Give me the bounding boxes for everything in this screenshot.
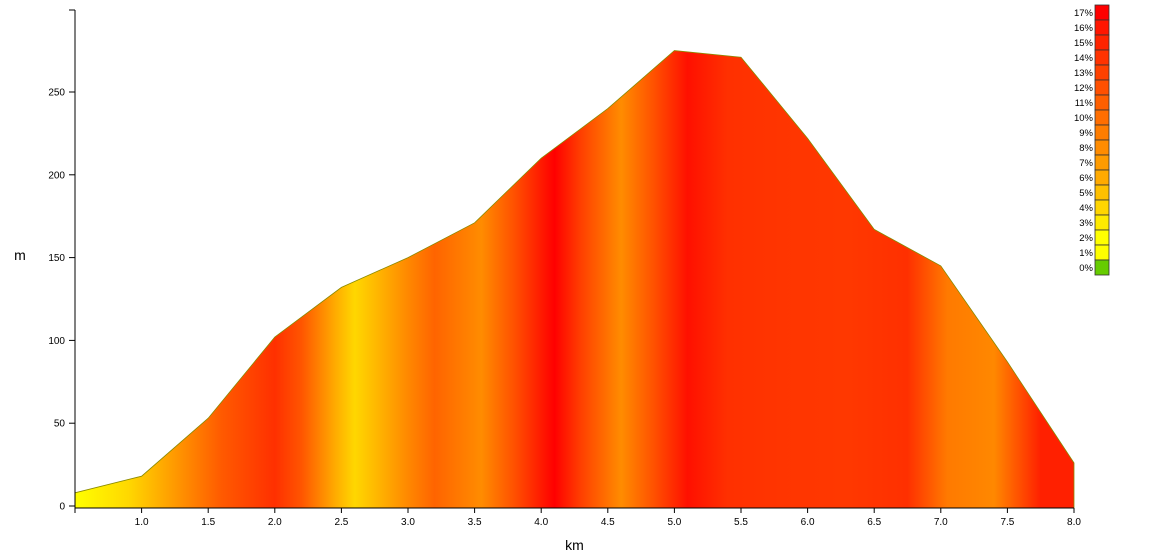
legend-label: 17% xyxy=(1074,8,1094,19)
x-tick-label: 2.5 xyxy=(334,517,348,528)
x-tick-label: 1.5 xyxy=(201,517,215,528)
area-layer xyxy=(74,50,1075,509)
x-tick-label: 2.0 xyxy=(268,517,282,528)
legend-label: 5% xyxy=(1079,188,1093,199)
x-tick-label: 4.0 xyxy=(534,517,548,528)
x-tick-label: 6.0 xyxy=(801,517,815,528)
legend-label: 0% xyxy=(1079,263,1093,274)
grade-legend: 17% 16% 15% 14% 13% 12% 11% 10% 9% 8% 7% 6% 5% 4% 3% 2%… xyxy=(1074,4,1110,276)
elevation-area xyxy=(74,50,1075,509)
legend-label: 10% xyxy=(1074,113,1094,124)
y-tick-label: 200 xyxy=(48,170,65,181)
legend-swatch xyxy=(1094,49,1110,66)
x-tick-label: 1.0 xyxy=(135,517,149,528)
x-tick-label: 3.5 xyxy=(468,517,482,528)
legend-label: 2% xyxy=(1079,233,1093,244)
y-tick-label: 250 xyxy=(48,88,65,99)
y-tick-label: 0 xyxy=(59,502,65,513)
legend-swatch xyxy=(1094,34,1110,51)
legend-label: 8% xyxy=(1079,143,1093,154)
x-axis-title: km xyxy=(565,537,584,553)
y-tick-label: 50 xyxy=(54,419,66,430)
legend-swatch xyxy=(1094,124,1110,141)
legend-label: 14% xyxy=(1074,53,1094,64)
x-tick-label: 7.0 xyxy=(934,517,948,528)
legend-label: 4% xyxy=(1079,203,1093,214)
legend-swatch xyxy=(1094,169,1110,186)
legend-label: 12% xyxy=(1074,83,1094,94)
legend-swatch xyxy=(1094,4,1110,21)
y-tick-label: 100 xyxy=(48,336,65,347)
legend-label: 16% xyxy=(1074,23,1094,34)
legend-label: 7% xyxy=(1079,158,1093,169)
x-tick-label: 5.0 xyxy=(667,517,681,528)
legend-swatch xyxy=(1094,139,1110,156)
legend-swatch xyxy=(1094,229,1110,246)
x-tick-label: 4.5 xyxy=(601,517,615,528)
x-tick-label: 3.0 xyxy=(401,517,415,528)
legend-label: 9% xyxy=(1079,128,1093,139)
legend-label: 1% xyxy=(1079,248,1093,259)
legend-swatch xyxy=(1094,94,1110,111)
legend-label: 11% xyxy=(1075,98,1094,109)
x-tick-label: 7.5 xyxy=(1000,517,1014,528)
axis-layer: 1.0 1.5 2.0 2.5 3.0 3.5 4.0 4.5 5.0 5.5 6.0 6.5 7.0 7… xyxy=(48,9,1081,528)
legend-swatch xyxy=(1094,244,1110,261)
legend-swatch xyxy=(1094,109,1110,126)
legend-label: 13% xyxy=(1074,68,1094,79)
legend-label: 6% xyxy=(1079,173,1093,184)
legend-label: 3% xyxy=(1079,218,1093,229)
legend-swatch xyxy=(1094,199,1110,216)
legend-swatch xyxy=(1094,64,1110,81)
legend-label: 15% xyxy=(1074,38,1094,49)
legend-swatch xyxy=(1094,184,1110,201)
legend-swatch xyxy=(1094,154,1110,171)
y-tick-label: 150 xyxy=(48,253,65,264)
legend-swatch xyxy=(1094,79,1110,96)
x-tick-label: 8.0 xyxy=(1067,517,1081,528)
x-tick-label: 6.5 xyxy=(867,517,881,528)
legend-swatch xyxy=(1094,19,1110,36)
legend-swatch xyxy=(1094,259,1110,276)
x-tick-label: 5.5 xyxy=(734,517,748,528)
legend-swatch xyxy=(1094,214,1110,231)
y-axis-title: m xyxy=(14,247,26,263)
